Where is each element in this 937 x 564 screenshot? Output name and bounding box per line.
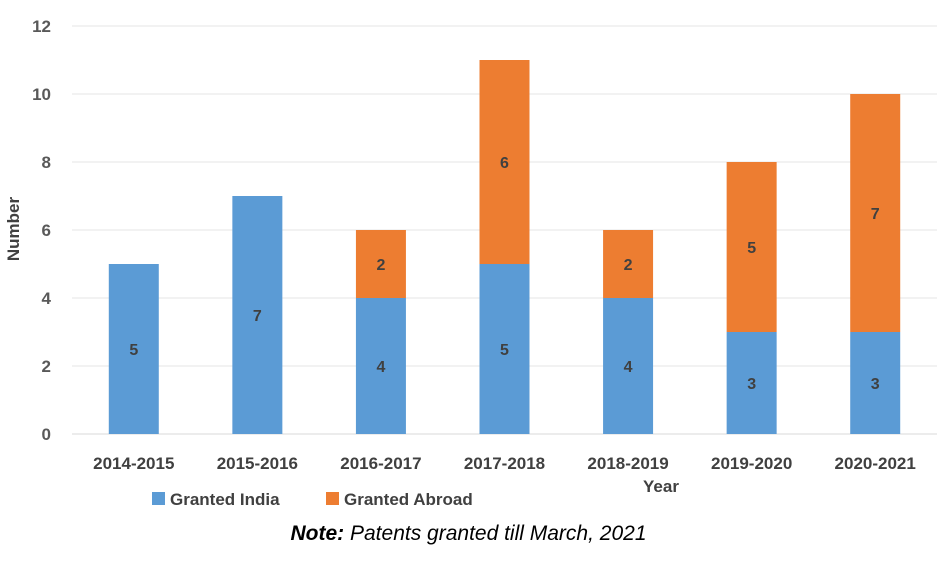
x-tick-label-2019-2020: 2019-2020 [711,454,792,473]
y-tick-label-6: 6 [42,221,51,240]
legend-swatch-granted-india [152,492,165,505]
x-tick-label-2020-2021: 2020-2021 [835,454,916,473]
x-axis-ticks: 2014-2015 2015-2016 2016-2017 2017-2018 2018… [93,454,916,473]
bar-granted-abroad-2017-2018 [479,60,530,264]
data-label-granted-india-2014-2015: 5 [129,342,138,359]
y-axis-ticks: 0 2 4 6 8 10 12 [32,17,51,444]
y-tick-label-2: 2 [42,357,51,376]
bars [108,60,901,434]
data-labels: 5 7 4 2 5 6 4 2 3 5 3 7 [129,155,879,393]
bar-granted-abroad-2020-2021 [850,94,901,332]
x-tick-label-2015-2016: 2015-2016 [217,454,298,473]
bar-granted-india-2016-2017 [355,298,406,434]
data-label-granted-india-2019-2020: 3 [747,376,756,393]
note-prefix: Note: [290,522,345,545]
y-tick-label-8: 8 [42,153,51,172]
x-tick-label-2017-2018: 2017-2018 [464,454,545,473]
bar-granted-abroad-2019-2020 [726,162,777,332]
y-tick-label-4: 4 [42,289,52,308]
y-tick-label-10: 10 [32,85,51,104]
bar-granted-india-2018-2019 [603,298,654,434]
bar-granted-abroad-2018-2019 [603,230,654,298]
y-axis-title: Number [4,197,23,262]
note-text: Patents granted till March, 2021 [344,522,647,545]
legend: Granted India Granted Abroad [152,490,473,509]
stacked-bar-chart: 0 2 4 6 8 10 12 5 7 4 2 5 6 4 2 3 5 3 7 2014-2015 2015-201… [4,17,937,509]
bar-granted-india-2019-2020 [726,332,777,434]
bar-granted-india-2017-2018 [479,264,530,434]
x-tick-label-2018-2019: 2018-2019 [587,454,668,473]
bar-granted-abroad-2016-2017 [355,230,406,298]
x-axis-title: Year [643,477,679,496]
chart-note: Note: Patents granted till March, 2021 [0,522,937,546]
legend-label-granted-abroad: Granted Abroad [344,490,473,509]
data-label-granted-abroad-2016-2017: 2 [376,257,385,274]
data-label-granted-abroad-2018-2019: 2 [624,257,633,274]
y-tick-label-0: 0 [42,425,51,444]
bar-granted-india-2015-2016 [232,196,283,434]
y-tick-label-12: 12 [32,17,51,36]
legend-swatch-granted-abroad [326,492,339,505]
data-label-granted-india-2018-2019: 4 [624,359,633,376]
data-label-granted-abroad-2017-2018: 6 [500,155,509,172]
x-tick-label-2014-2015: 2014-2015 [93,454,174,473]
bar-granted-india-2020-2021 [850,332,901,434]
legend-label-granted-india: Granted India [170,490,280,509]
bar-granted-india-2014-2015 [108,264,159,434]
data-label-granted-abroad-2019-2020: 5 [747,240,756,257]
data-label-granted-india-2020-2021: 3 [871,376,880,393]
data-label-granted-india-2016-2017: 4 [376,359,385,376]
data-label-granted-abroad-2020-2021: 7 [871,206,880,223]
data-label-granted-india-2017-2018: 5 [500,342,509,359]
data-label-granted-india-2015-2016: 7 [253,308,262,325]
x-tick-label-2016-2017: 2016-2017 [340,454,421,473]
